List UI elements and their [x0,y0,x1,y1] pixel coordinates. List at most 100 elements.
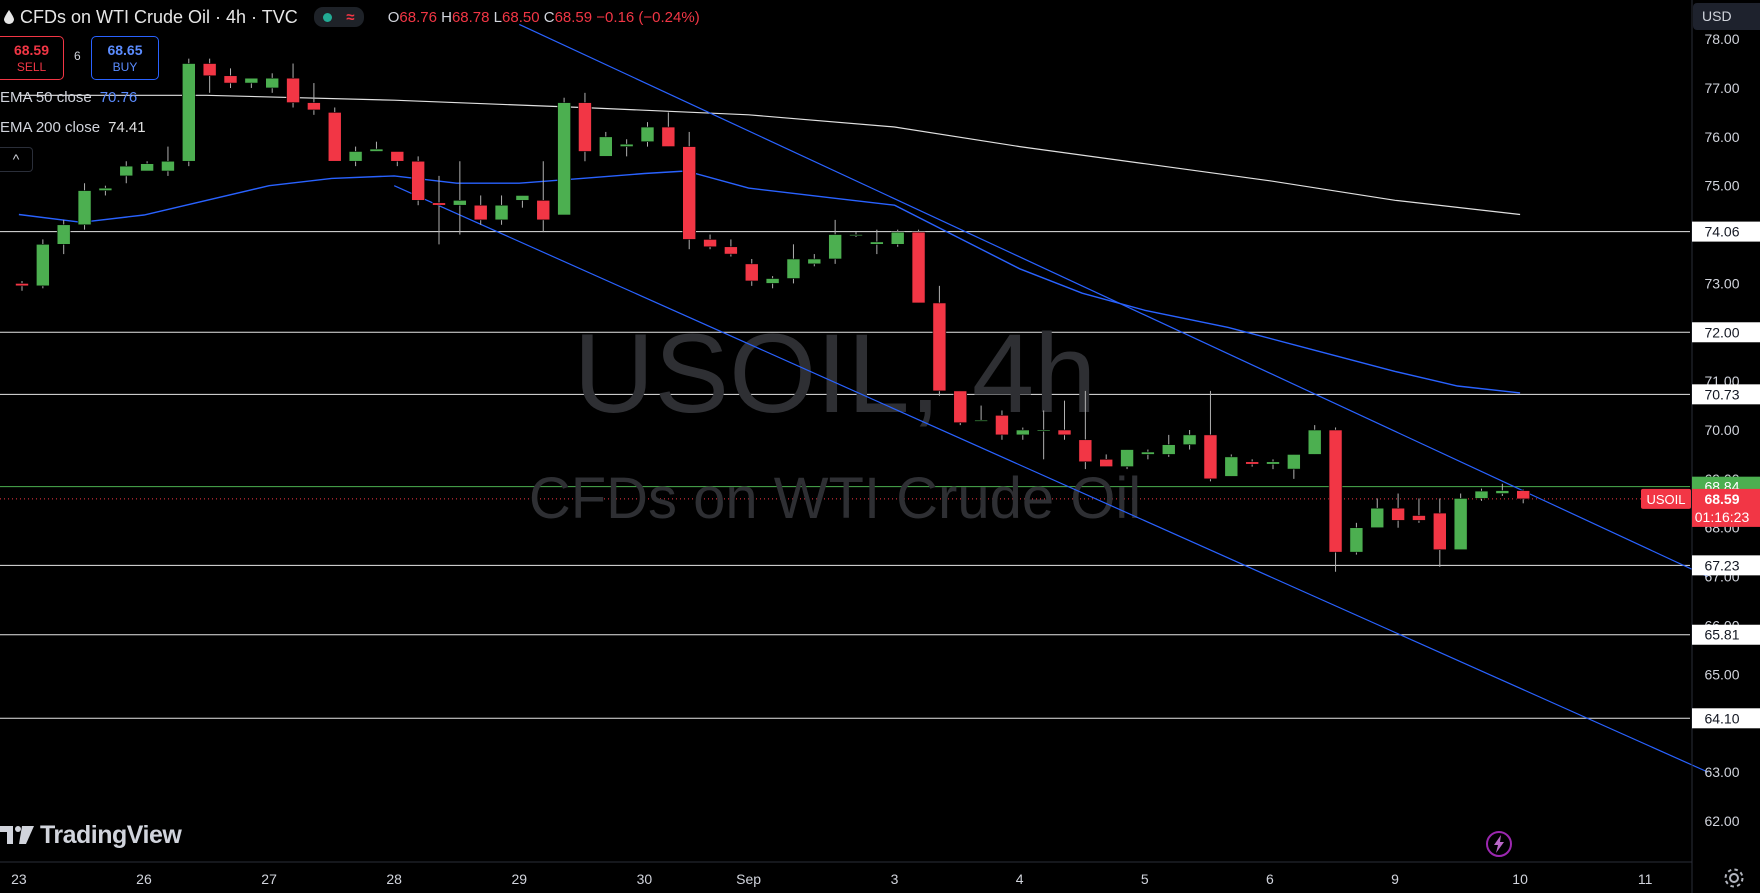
sell-button[interactable]: 68.59 SELL [0,36,64,80]
candle[interactable] [244,77,259,88]
market-status[interactable]: ≈ [313,7,364,27]
candle[interactable] [77,183,92,230]
candle[interactable] [682,131,697,250]
candle[interactable] [1141,449,1155,460]
candle[interactable] [265,73,280,93]
candle[interactable] [849,232,863,237]
candle[interactable] [932,285,947,396]
candle[interactable] [1412,498,1426,523]
candle[interactable] [202,58,217,93]
ema200-line[interactable] [18,94,1521,216]
candle[interactable] [619,139,634,157]
candle[interactable] [744,258,759,286]
candle[interactable] [1182,430,1197,450]
candle[interactable] [286,63,300,108]
candle[interactable] [1495,483,1510,496]
candle[interactable] [56,219,71,255]
level-label[interactable]: 65.81 [1692,624,1760,645]
candle[interactable] [724,239,738,257]
candle[interactable] [411,156,425,206]
candle[interactable] [786,244,801,284]
candle[interactable] [640,122,655,147]
candle[interactable] [765,276,780,289]
candle[interactable] [1433,498,1447,567]
candle[interactable] [432,175,446,245]
candle[interactable] [453,161,467,235]
lightning-icon[interactable] [1485,830,1513,858]
candle[interactable] [98,185,113,196]
candle[interactable] [1328,427,1343,572]
candle[interactable] [1349,522,1364,555]
candle[interactable] [703,234,717,250]
last-price-tag[interactable]: 68.59 01:16:23 [1692,488,1760,527]
channel-lower-line[interactable] [393,185,1708,773]
collapse-indicators-button[interactable]: ^ [0,147,33,172]
candle[interactable] [578,92,592,162]
candle[interactable] [995,410,1009,440]
candle[interactable] [911,229,926,304]
candle[interactable] [369,141,384,152]
candle[interactable] [515,195,530,208]
level-label[interactable]: 70.73 [1692,384,1760,405]
candle[interactable] [1036,410,1051,460]
candle[interactable] [327,107,342,162]
currency-selector[interactable]: USD [1693,3,1760,30]
ema50-line[interactable] [18,170,1521,394]
candle[interactable] [1245,459,1259,467]
level-label[interactable]: 64.10 [1692,708,1760,729]
indicator-ema50[interactable]: EMA 50 close 70.76 [0,89,137,106]
level-label[interactable]: 67.23 [1692,555,1760,576]
candle[interactable] [1266,459,1280,470]
candle[interactable] [494,195,509,225]
candle[interactable] [1474,488,1489,501]
candle[interactable] [161,146,175,176]
candle[interactable] [1287,454,1301,479]
candle[interactable] [223,68,238,88]
candle[interactable] [1203,390,1218,482]
symbol-tag[interactable]: USOIL [1641,488,1691,509]
level-label-box [1692,624,1760,645]
candle[interactable] [119,161,134,184]
candle[interactable] [15,280,29,291]
candle[interactable] [870,229,884,255]
candle[interactable] [1224,454,1239,477]
candle[interactable] [974,405,988,422]
candle[interactable] [1099,454,1113,467]
candle[interactable] [1120,449,1134,470]
candle[interactable] [828,219,842,264]
indicator-ema200[interactable]: EMA 200 close 74.41 [0,119,146,136]
candle[interactable] [890,229,905,247]
gear-icon[interactable] [1722,866,1746,890]
candle[interactable] [536,161,551,233]
candle[interactable] [473,195,488,225]
candle-body [286,77,300,103]
candle[interactable] [598,131,613,157]
channel-upper-line[interactable] [519,23,1708,578]
candle[interactable] [953,390,968,426]
candle[interactable] [1516,489,1530,504]
candle-body [724,246,738,255]
candle[interactable] [182,58,196,167]
candle[interactable] [661,112,676,147]
candle[interactable] [348,146,363,167]
candle[interactable] [1391,493,1405,528]
candle[interactable] [1307,425,1322,455]
candle[interactable] [1370,498,1385,529]
level-label[interactable]: 74.06 [1692,221,1760,242]
candle[interactable] [140,161,154,172]
candle[interactable] [807,254,822,267]
candle[interactable] [36,239,50,289]
candle[interactable] [307,83,321,115]
buy-button[interactable]: 68.65 BUY [91,36,159,80]
level-label[interactable]: 72.00 [1692,322,1760,343]
tradingview-logo[interactable]: TradingView [0,820,182,850]
candle[interactable] [1453,493,1468,551]
candle[interactable] [557,97,571,216]
candle[interactable] [1057,400,1072,440]
symbol-title[interactable]: CFDs on WTI Crude Oil · 4h · TVC [20,6,298,27]
candle[interactable] [1015,427,1030,440]
candle[interactable] [1161,434,1176,457]
candle[interactable] [1078,390,1093,470]
candle[interactable] [390,151,405,167]
